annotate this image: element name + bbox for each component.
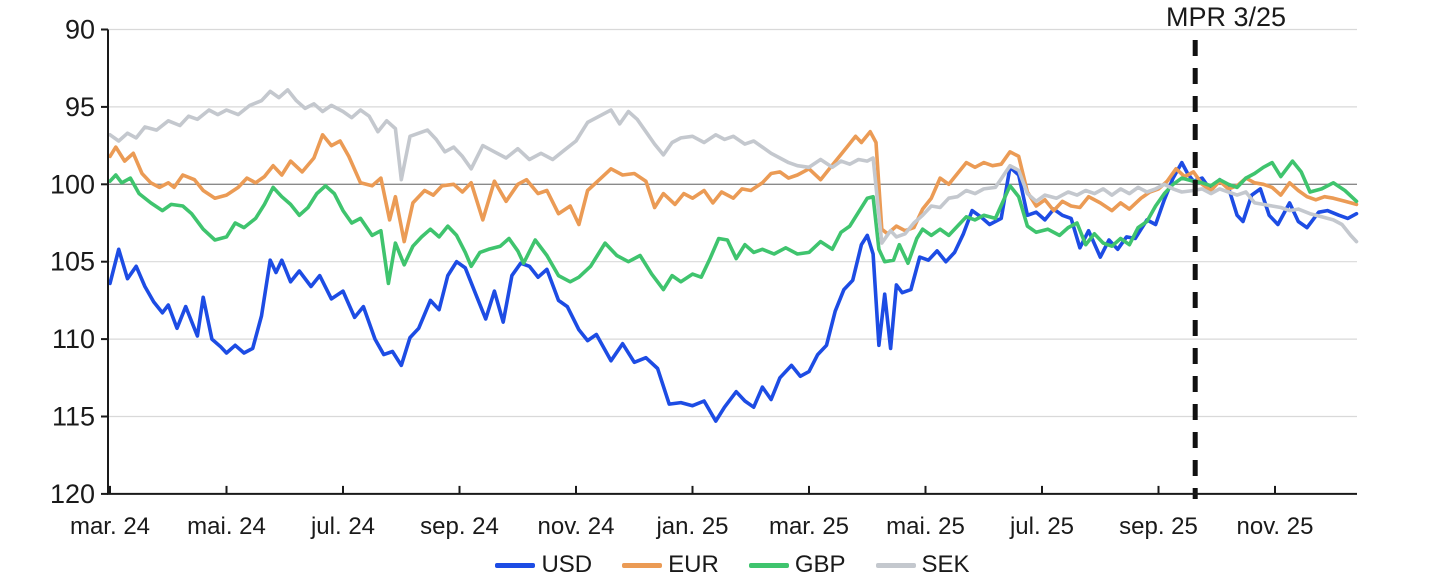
legend-swatch-sek: [875, 562, 916, 568]
y-axis-label-90: 90: [65, 15, 95, 45]
gridlines: [108, 28, 1357, 418]
legend-label-gbp: GBP: [794, 551, 846, 578]
usd-line: [108, 160, 1359, 423]
chart-legend: USD EUR GBP SEK: [108, 549, 1357, 581]
x-axis-label: mar. 25: [769, 513, 849, 540]
legend-swatch-usd: [495, 562, 536, 568]
x-axis-label: jan. 25: [655, 513, 728, 540]
mpr-annotation-label: MPR 3/25: [1165, 2, 1287, 32]
x-axis-label: mai. 24: [187, 513, 266, 540]
legend-swatch-gbp: [748, 562, 789, 568]
legend-label-sek: SEK: [921, 551, 970, 578]
x-axis-label: sep. 25: [1119, 513, 1198, 540]
x-axis-label: jul. 24: [310, 513, 375, 540]
y-axis-label-110: 110: [52, 324, 95, 354]
x-axis-label: nov. 25: [1237, 513, 1314, 540]
gbp-line: [108, 159, 1359, 292]
x-axis-label: sep. 24: [420, 513, 499, 540]
axes: [101, 28, 1357, 495]
legend-label-usd: USD: [541, 551, 593, 578]
y-axis-label-95: 95: [65, 92, 95, 122]
x-axis-label: nov. 24: [538, 513, 615, 540]
y-axis-label-105: 105: [50, 247, 95, 277]
legend-item-sek: SEK: [875, 551, 970, 578]
legend-item-gbp: GBP: [748, 551, 846, 578]
y-axis-label-115: 115: [52, 402, 95, 432]
x-axis-label: mar. 24: [70, 513, 150, 540]
legend-label-eur: EUR: [668, 551, 719, 578]
series-lines: [108, 88, 1359, 423]
sek-line: [108, 88, 1359, 245]
legend-item-usd: USD: [495, 553, 592, 577]
y-axis-label-100: 100: [50, 169, 95, 199]
legend-swatch-eur: [622, 562, 663, 568]
x-axis-label: jul. 25: [1009, 513, 1074, 540]
legend-item-eur: EUR: [622, 553, 719, 577]
y-axis-label-120: 120: [50, 479, 95, 509]
x-axis-label: mai. 25: [886, 513, 965, 540]
axis-labels: 90 95 100 105 110 115 120 mar. 24 mai. 24 jul. 24…: [50, 15, 1314, 541]
